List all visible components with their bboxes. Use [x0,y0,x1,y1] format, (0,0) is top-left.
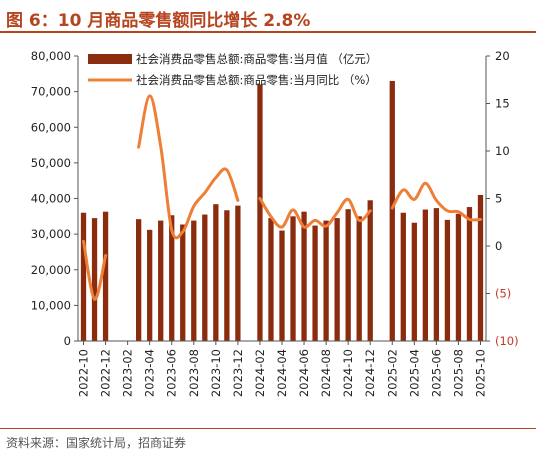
bar [455,213,462,341]
bar [389,80,395,341]
left-tick-label: 30,000 [31,227,71,241]
bar-series [80,80,484,341]
source-note: 资料来源：国家统计局，招商证券 [6,436,187,450]
left-tick-label: 60,000 [31,120,71,134]
bar [213,204,219,341]
x-tick-label: 2023-04 [143,349,157,397]
yoy-line [390,181,482,222]
bar [136,219,142,341]
right-tick-label: 20 [495,49,510,63]
bar [169,215,175,341]
legend-bar-label: 社会消费品零售总额:商品零售:当月值 （亿元） [136,52,377,66]
bar [422,209,428,341]
line-series [82,94,482,301]
bar [367,200,373,341]
left-tick-label: 10,000 [31,298,71,312]
left-tick-label: 0 [64,334,71,348]
left-tick-label: 80,000 [31,49,71,63]
bar [268,218,274,341]
bar [158,220,164,341]
x-tick-label: 2023-10 [209,349,223,397]
source-rule [0,428,536,429]
bar [80,212,87,341]
bar [334,218,340,341]
x-tick-label: 2024-08 [319,349,333,397]
bar [323,220,329,341]
right-tick-label: 0 [495,239,502,253]
bar [400,212,406,341]
bar [411,222,417,341]
bar [356,216,362,341]
bar [202,214,208,341]
x-tick-label: 2024-10 [341,349,355,397]
x-tick-label: 2023-08 [187,349,201,397]
bar [91,218,98,341]
bar [312,225,318,341]
x-tick-label: 2025-06 [429,349,443,397]
page-title: 图 6：10 月商品零售额同比增长 2.8% [6,11,311,31]
x-tick-label: 2023-12 [231,349,245,397]
right-tick-label: 10 [495,144,510,158]
right-tick-label: (5) [495,287,511,301]
right-tick-label: 5 [495,192,502,206]
bar [235,205,241,341]
legend-bar-swatch [88,54,132,64]
right-axis: (10) (5) 0 5 10 15 20 [486,49,519,348]
bar [301,211,307,341]
chart: 0 10,000 20,000 30,000 40,000 50,000 60,000 70,… [31,49,519,397]
x-tick-label: 2024-12 [363,349,377,397]
right-tick-label: (10) [495,334,519,348]
x-tick-label: 2025-02 [385,349,399,397]
bar [279,230,285,341]
bar [345,209,351,341]
bar [257,84,263,341]
left-tick-label: 70,000 [31,85,71,99]
x-tick-label: 2025-04 [407,349,421,397]
left-tick-label: 50,000 [31,156,71,170]
x-tick-label: 2025-08 [451,349,465,397]
bar [224,210,230,341]
yoy-line [137,94,240,240]
legend: 社会消费品零售总额:商品零售:当月值 （亿元） 社会消费品零售总额:商品零售:当… [88,52,377,87]
x-tick-label: 2022-10 [77,349,91,397]
x-tick-label: 2025-10 [473,349,487,397]
bar [191,220,197,341]
yoy-line [82,239,108,301]
bar [477,194,484,341]
x-tick-label: 2022-12 [99,349,113,397]
x-tick-label: 2024-04 [275,349,289,397]
title-rule [0,31,536,33]
bar [444,219,451,341]
yoy-line [258,197,372,229]
bar [102,211,109,341]
bar [290,216,296,341]
x-tick-label: 2023-06 [165,349,179,397]
x-axis: 2022-10 2022-12 2023-02 2023-04 2023-06 2023-… [77,341,487,397]
bar [147,229,153,341]
legend-line-label: 社会消费品零售总额:商品零售:当月同比 （%） [136,73,377,87]
left-axis: 0 10,000 20,000 30,000 40,000 50,000 60,000 70,… [31,49,78,348]
bar [433,208,440,341]
x-tick-label: 2024-02 [253,349,267,397]
right-tick-label: 15 [495,97,510,111]
bar [466,207,473,341]
left-tick-label: 40,000 [31,192,71,206]
x-tick-label: 2024-06 [297,349,311,397]
bar [180,224,186,341]
left-tick-label: 20,000 [31,263,71,277]
x-tick-label: 2023-02 [121,349,135,397]
